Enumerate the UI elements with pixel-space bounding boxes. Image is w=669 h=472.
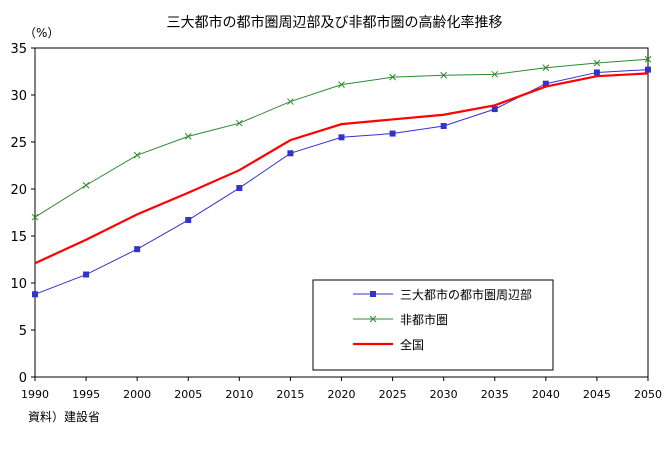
data-point [184, 133, 192, 140]
x-tick-label: 2020 [328, 388, 356, 401]
y-tick-label: 30 [10, 89, 27, 104]
data-point [593, 59, 601, 67]
y-tick-label: 20 [10, 183, 27, 198]
chart-title: 三大都市の都市圏周辺部及び非都市圏の高齢化率推移 [166, 15, 503, 31]
y-tick-label: 15 [10, 230, 27, 245]
data-point [491, 106, 498, 113]
data-point [134, 246, 141, 253]
y-tick-label: 25 [10, 136, 27, 151]
data-point [440, 71, 448, 79]
series-line-3 [34, 72, 649, 265]
data-point [542, 64, 550, 72]
x-tick-label: 2030 [430, 388, 458, 401]
data-point [236, 185, 243, 192]
data-point [185, 217, 192, 224]
data-point [440, 123, 447, 130]
data-point [338, 81, 345, 89]
data-point [287, 98, 294, 105]
y-tick-label: 35 [10, 42, 27, 57]
data-point [645, 66, 651, 73]
series-line-1 [34, 69, 649, 295]
x-tick-label: 2005 [174, 388, 202, 401]
data-point [491, 70, 499, 78]
data-point [287, 150, 294, 157]
source-note: 資料）建設省 [28, 410, 101, 424]
x-tick-label: 2040 [532, 388, 560, 401]
data-point [644, 55, 652, 63]
x-tick-label: 2025 [379, 388, 407, 401]
x-tick-label: 2015 [276, 388, 304, 401]
data-point [32, 291, 38, 298]
x-tick-label: 1990 [21, 388, 49, 401]
data-point [593, 69, 600, 76]
y-tick-label: 10 [10, 277, 27, 292]
legend-marker [370, 291, 376, 297]
data-point [542, 80, 549, 87]
x-tick-label: 2010 [225, 388, 253, 401]
data-point [235, 119, 243, 127]
x-tick-label: 2000 [123, 388, 151, 401]
data-point [389, 73, 396, 81]
x-tick-label: 2045 [583, 388, 611, 401]
x-tick-label: 2035 [481, 388, 509, 401]
legend-marker [369, 315, 377, 323]
y-tick-label: 5 [19, 324, 27, 339]
x-tick-label: 2050 [634, 388, 662, 401]
x-tick-label: 1995 [72, 388, 100, 401]
data-point [31, 213, 39, 221]
data-point [83, 271, 90, 278]
legend [312, 279, 554, 371]
data-point [389, 130, 396, 137]
data-point [338, 134, 345, 141]
data-point [133, 151, 141, 159]
legend-label: 三大都市の都市圏周辺部 [400, 287, 532, 302]
y-tick-label: 0 [19, 371, 27, 386]
data-point [82, 181, 90, 189]
y-unit-label: （%） [24, 26, 60, 40]
legend-label: 全国 [400, 337, 424, 352]
legend-label: 非都市圏 [400, 312, 448, 327]
